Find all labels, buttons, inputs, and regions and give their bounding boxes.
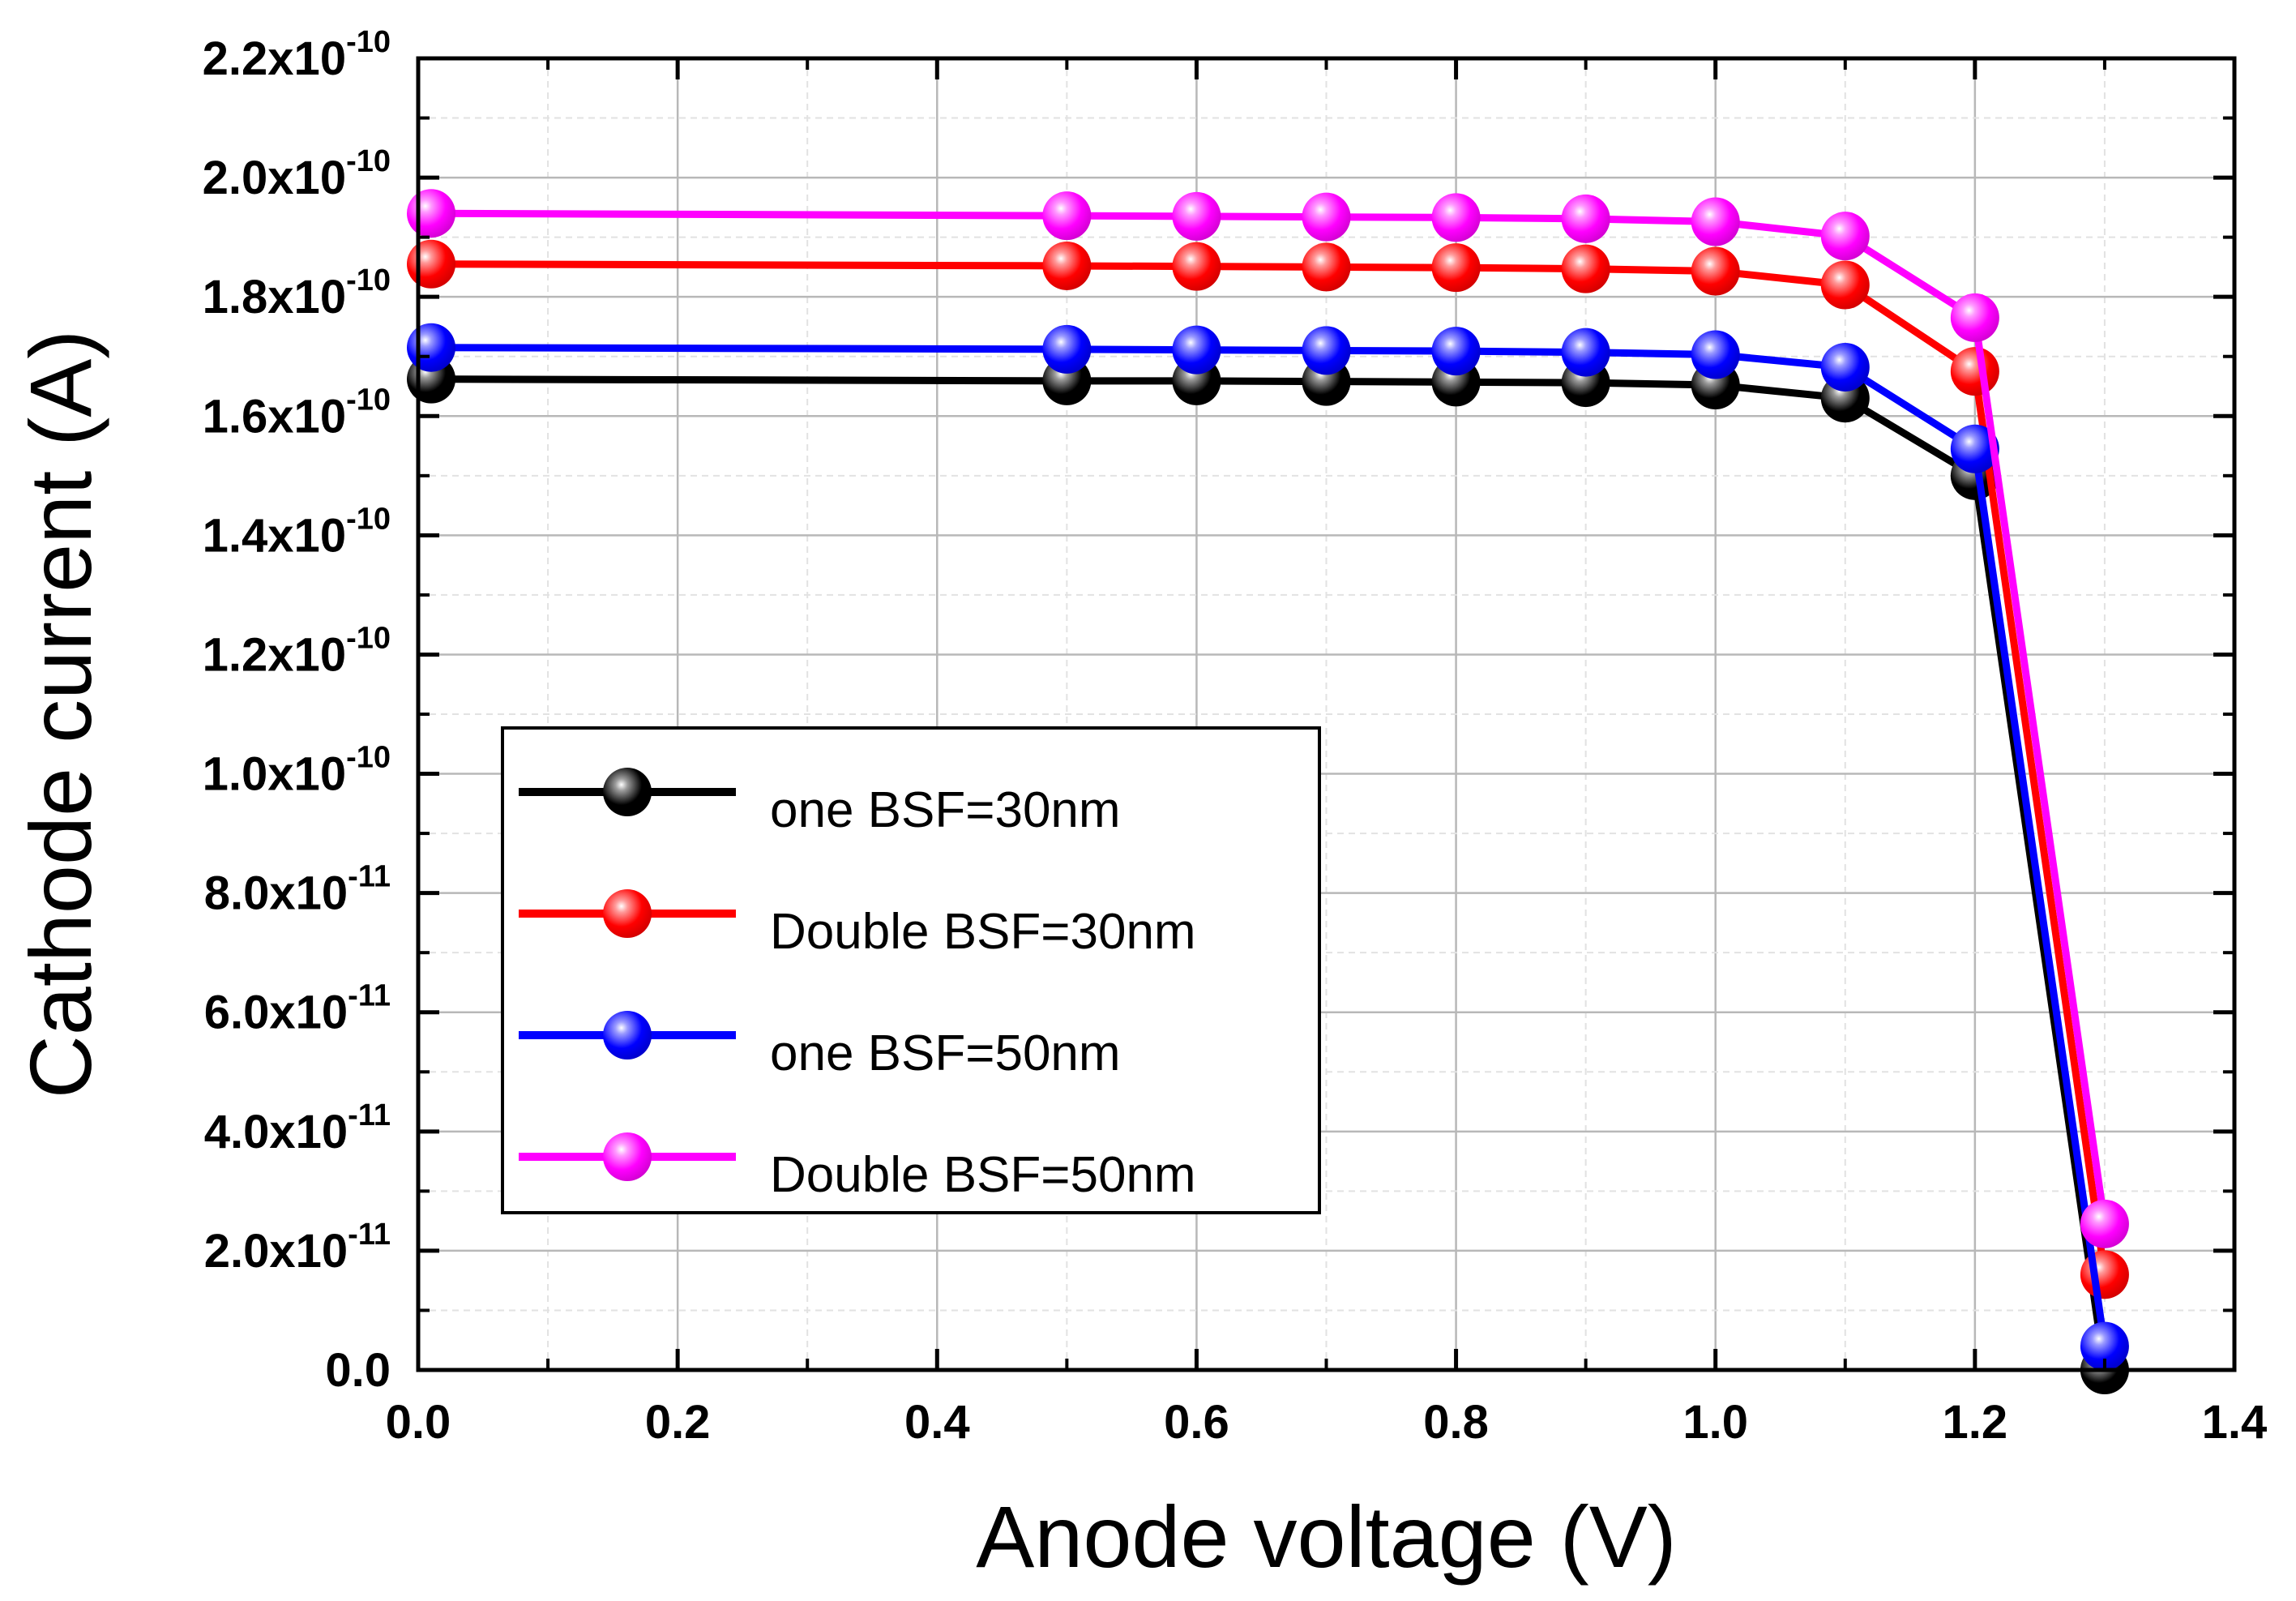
series-layer xyxy=(407,189,2129,1394)
y-tick-exponent: -10 xyxy=(346,263,391,298)
x-tick-label: 1.2 xyxy=(1943,1396,2008,1449)
data-point xyxy=(1950,293,1999,342)
y-tick-label: 0.0 xyxy=(325,1344,391,1397)
y-tick-label: 1.0x10-10 xyxy=(203,741,391,801)
x-tick-label: 1.4 xyxy=(2202,1396,2268,1449)
y-tick-exponent: -11 xyxy=(348,979,391,1013)
data-point xyxy=(1042,191,1092,241)
y-tick-labels: 0.02.0x10-114.0x10-116.0x10-118.0x10-111… xyxy=(203,25,391,1397)
y-tick-mantissa: 2.2x10 xyxy=(203,32,346,85)
legend-swatch-marker xyxy=(603,1132,652,1181)
data-point xyxy=(1172,242,1221,291)
y-tick-label: 1.6x10-10 xyxy=(203,383,391,443)
y-tick-label: 2.0x10-11 xyxy=(204,1218,391,1278)
y-tick-mantissa: 1.0x10 xyxy=(203,748,346,801)
x-tick-labels: 0.0 0.2 0.4 0.6 0.8 1.0 1.2 1.4 xyxy=(386,1396,2268,1449)
data-point xyxy=(1691,330,1740,379)
series-line xyxy=(430,344,2109,1347)
data-point xyxy=(2080,1199,2129,1248)
y-tick-mantissa: 6.0x10 xyxy=(204,987,348,1039)
data-point xyxy=(1691,246,1740,296)
y-tick-exponent: -10 xyxy=(346,383,391,417)
data-point xyxy=(1950,424,1999,473)
x-tick-label: 0.8 xyxy=(1423,1396,1489,1449)
y-tick-mantissa: 1.8x10 xyxy=(203,271,346,323)
y-tick-exponent: -10 xyxy=(346,25,391,59)
y-tick-mantissa: 0.0 xyxy=(325,1344,391,1397)
x-axis-title: Anode voltage (V) xyxy=(976,1488,1677,1586)
data-point xyxy=(1431,327,1481,376)
y-tick-exponent: -10 xyxy=(346,502,391,536)
y-tick-mantissa: 1.6x10 xyxy=(203,390,346,443)
data-point xyxy=(1042,241,1092,290)
y-tick-mantissa: 2.0x10 xyxy=(204,1225,348,1278)
legend-swatch-marker xyxy=(603,768,652,816)
y-tick-exponent: -11 xyxy=(348,1098,391,1132)
data-point xyxy=(1561,244,1610,293)
y-tick-mantissa: 4.0x10 xyxy=(204,1106,348,1158)
y-tick-label: 8.0x10-11 xyxy=(204,860,391,920)
data-point xyxy=(2080,1321,2129,1371)
y-tick-label: 6.0x10-11 xyxy=(204,979,391,1039)
legend-label: Double BSF=30nm xyxy=(770,904,1196,960)
legend-label: one BSF=50nm xyxy=(770,1025,1121,1081)
data-point xyxy=(1950,347,1999,396)
x-tick-label: 1.0 xyxy=(1682,1396,1748,1449)
legend-label: Double BSF=50nm xyxy=(770,1147,1196,1203)
series-line xyxy=(430,260,2109,1275)
data-point xyxy=(1561,327,1610,377)
y-tick-exponent: -10 xyxy=(346,621,391,655)
data-point xyxy=(407,323,456,372)
x-tick-label: 0.6 xyxy=(1164,1396,1229,1449)
y-axis-title: Cathode current (A) xyxy=(11,330,109,1098)
y-tick-label: 2.2x10-10 xyxy=(203,25,391,85)
data-point xyxy=(1820,342,1870,392)
data-point xyxy=(407,189,456,238)
data-point xyxy=(1172,325,1221,375)
y-tick-label: 1.2x10-10 xyxy=(203,621,391,681)
y-tick-exponent: -10 xyxy=(346,741,391,775)
series-1 xyxy=(407,239,2129,1299)
data-point xyxy=(1561,194,1610,243)
series-line xyxy=(430,375,2109,1371)
legend-swatch-marker xyxy=(603,1011,652,1059)
series-2 xyxy=(407,323,2129,1371)
y-tick-label: 4.0x10-11 xyxy=(204,1098,391,1158)
y-tick-mantissa: 2.0x10 xyxy=(203,152,346,204)
data-point xyxy=(1431,193,1481,242)
x-tick-label: 0.2 xyxy=(645,1396,711,1449)
y-tick-label: 2.0x10-10 xyxy=(203,144,391,204)
y-tick-mantissa: 1.4x10 xyxy=(203,509,346,562)
x-tick-label: 0.0 xyxy=(386,1396,451,1449)
y-tick-mantissa: 8.0x10 xyxy=(204,867,348,920)
data-point xyxy=(1302,192,1351,242)
data-point xyxy=(407,239,456,289)
data-point xyxy=(1820,260,1870,310)
data-point xyxy=(1172,191,1221,241)
data-point xyxy=(1302,326,1351,375)
legend: one BSF=30nm Double BSF=30nm one BSF=50nm D… xyxy=(501,726,1321,1214)
data-point xyxy=(1820,212,1870,261)
data-point xyxy=(1691,197,1740,246)
y-tick-exponent: -11 xyxy=(348,1218,391,1252)
series-3 xyxy=(407,189,2129,1248)
data-point xyxy=(1302,242,1351,292)
y-tick-label: 1.4x10-10 xyxy=(203,502,391,562)
data-point xyxy=(2080,1250,2129,1299)
axis-ticks xyxy=(416,56,2237,1372)
legend-label: one BSF=30nm xyxy=(770,782,1121,838)
y-tick-exponent: -11 xyxy=(348,860,391,894)
series-line xyxy=(430,209,2109,1225)
data-point xyxy=(1042,324,1092,374)
y-tick-exponent: -10 xyxy=(346,144,391,178)
legend-swatch-marker xyxy=(603,889,652,938)
data-point xyxy=(1431,243,1481,293)
y-tick-label: 1.8x10-10 xyxy=(203,263,391,323)
x-tick-label: 0.4 xyxy=(904,1396,970,1449)
y-tick-mantissa: 1.2x10 xyxy=(203,628,346,681)
